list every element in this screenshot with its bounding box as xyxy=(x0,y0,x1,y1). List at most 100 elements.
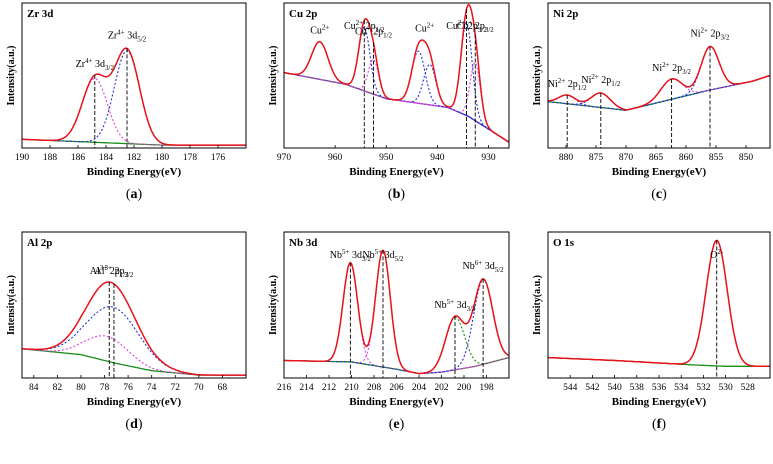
component-peak-0 xyxy=(22,335,246,376)
panel-b: Cu 2p 970 960 950 940 930 Binding Energy(eV) In… xyxy=(268,2,510,202)
x-tick-label: 950 xyxy=(379,153,394,163)
component-peak-3 xyxy=(284,279,509,375)
envelope-line xyxy=(548,239,770,368)
envelope-line xyxy=(284,3,509,143)
peak-label-1: Cu2+ 2p1/2 xyxy=(344,19,385,34)
x-tick-label: 78 xyxy=(100,383,110,393)
x-tick-label: 940 xyxy=(430,153,445,163)
x-tick-label: 178 xyxy=(183,153,198,163)
panel-letter: (f) xyxy=(652,417,666,432)
envelope-line xyxy=(284,249,509,375)
peak-label-0: Cu2+ xyxy=(310,24,329,37)
y-axis-title: Intensity(a.u.) xyxy=(268,275,279,335)
panel-e: Nb 3d 216 214 212 210 208 206 204 202 200 198 Bindi… xyxy=(268,231,510,432)
plot-frame xyxy=(21,2,247,149)
peak-label-5: Cu+ 2p3/2 xyxy=(457,19,495,34)
peak-label-3: Nb6+ 3d5/2 xyxy=(463,259,505,274)
panel-name: Ni 2p xyxy=(553,8,578,20)
panel-name: Zr 3d xyxy=(27,8,53,20)
x-tick-label: 82 xyxy=(53,383,63,393)
x-tick-label: 544 xyxy=(563,383,578,393)
y-axis-title: Intensity(a.u.) xyxy=(6,45,17,105)
envelope-line xyxy=(22,47,246,146)
x-tick-label: 180 xyxy=(155,153,170,163)
peak-label-0: Al3+ 2p1/2 xyxy=(90,264,129,279)
peak-label-2: Ni2+ 2p3/2 xyxy=(652,61,691,76)
panel-name: Cu 2p xyxy=(289,8,317,20)
plot-area xyxy=(284,249,509,378)
panel-letter: (c) xyxy=(651,187,667,202)
x-axis-title: Binding Energy(eV) xyxy=(87,396,182,408)
panel-letter: (d) xyxy=(125,417,142,432)
component-peak-0 xyxy=(284,262,509,375)
plot-area xyxy=(548,239,770,378)
peak-label-0: O2- xyxy=(710,248,724,261)
peak-label-0: Nb5+ 3d3/2 xyxy=(330,248,372,263)
peak-label-0: Ni2+ 2p1/2 xyxy=(548,77,587,92)
x-tick-label: 74 xyxy=(147,383,157,393)
plot-frame xyxy=(547,2,771,149)
x-tick-label: 184 xyxy=(99,153,114,163)
x-tick-label: 76 xyxy=(123,383,133,393)
x-axis-title: Binding Energy(eV) xyxy=(349,396,444,408)
peak-label-2: Nb5+ 3d3/2 xyxy=(434,298,476,313)
x-tick-label: 182 xyxy=(127,153,142,163)
x-axis-title: Binding Energy(eV) xyxy=(612,396,707,408)
x-tick-label: 880 xyxy=(559,153,574,163)
x-axis-title: Binding Energy(eV) xyxy=(87,166,182,178)
envelope-line xyxy=(548,45,770,111)
panel-letter: (e) xyxy=(389,417,405,432)
y-axis-title: Intensity(a.u.) xyxy=(532,275,543,335)
x-tick-label: 870 xyxy=(619,153,634,163)
x-tick-label: 536 xyxy=(652,383,667,393)
panel-letter: (b) xyxy=(388,187,405,202)
x-tick-label: 198 xyxy=(479,383,494,393)
x-tick-label: 206 xyxy=(389,383,404,393)
panel-f: O 1s 544 542 540 538 536 534 532 530 528 Binding E… xyxy=(532,231,771,432)
x-tick-label: 188 xyxy=(43,153,58,163)
peak-label-4: Cu2+ 2p3/2 xyxy=(446,19,487,34)
x-tick-label: 540 xyxy=(607,383,622,393)
y-axis-title: Intensity(a.u.) xyxy=(268,45,279,105)
panel-letter: (a) xyxy=(126,187,143,202)
plot-frame xyxy=(283,2,510,149)
plot-area xyxy=(284,3,509,148)
x-tick-label: 216 xyxy=(277,383,292,393)
x-tick-label: 202 xyxy=(434,383,449,393)
panel-c: Ni 2p 880 875 870 865 860 855 850 Binding Energy… xyxy=(532,2,771,202)
x-tick-label: 534 xyxy=(674,383,689,393)
x-tick-label: 186 xyxy=(71,153,86,163)
panel-d: Al 2p 84 82 80 78 76 74 72 70 68 Binding Energy(eV… xyxy=(6,231,247,432)
x-tick-label: 208 xyxy=(367,383,382,393)
background-line xyxy=(22,348,246,376)
component-peak-1 xyxy=(22,306,246,376)
plot-area xyxy=(22,47,246,148)
x-tick-label: 528 xyxy=(741,383,756,393)
x-tick-label: 176 xyxy=(211,153,226,163)
peak-label-2: Cu+ 2p1/2 xyxy=(355,25,393,40)
x-tick-label: 530 xyxy=(718,383,733,393)
x-tick-label: 204 xyxy=(412,383,427,393)
peak-label-1: Zr4+ 3d5/2 xyxy=(108,28,147,43)
x-tick-label: 72 xyxy=(171,383,181,393)
x-tick-label: 860 xyxy=(679,153,694,163)
x-tick-label: 212 xyxy=(322,383,337,393)
x-tick-label: 70 xyxy=(194,383,204,393)
x-tick-label: 970 xyxy=(277,153,292,163)
panel-name: Nb 3d xyxy=(289,237,317,249)
x-tick-label: 542 xyxy=(585,383,600,393)
x-tick-label: 930 xyxy=(481,153,496,163)
panel-a: Zr 3d 190 188 186 184 182 180 178 176 Binding Ene… xyxy=(6,2,247,202)
y-axis-title: Intensity(a.u.) xyxy=(532,45,543,105)
plot-area xyxy=(548,45,770,148)
plot-area xyxy=(22,281,246,378)
x-tick-label: 538 xyxy=(630,383,645,393)
x-tick-label: 80 xyxy=(76,383,86,393)
x-axis-title: Binding Energy(eV) xyxy=(612,166,707,178)
component-peak-0 xyxy=(22,77,246,146)
x-tick-label: 532 xyxy=(696,383,711,393)
peak-label-1: Al3+ 2p3/2 xyxy=(95,264,134,279)
plot-frame xyxy=(547,231,771,379)
peak-label-1: Ni2+ 2p1/2 xyxy=(581,73,620,88)
